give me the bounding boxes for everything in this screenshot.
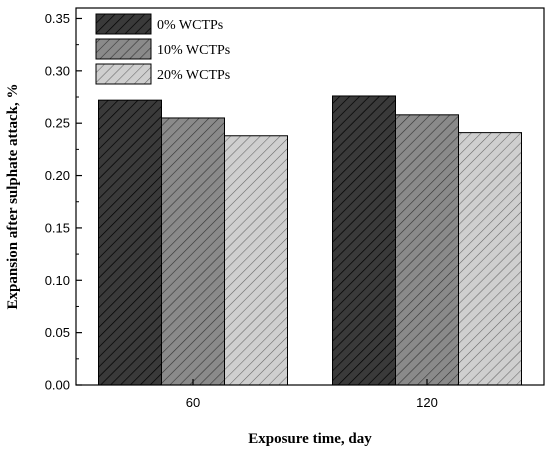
legend-label: 10% WCTPs	[157, 43, 230, 58]
y-tick-label: 0.25	[45, 116, 70, 131]
bar	[332, 95, 396, 386]
y-tick-label: 0.10	[45, 273, 70, 288]
x-axis-title: Exposure time, day	[248, 431, 372, 447]
y-axis-title: Expansion after sulphate attack, %	[5, 84, 21, 310]
bar	[224, 135, 288, 386]
legend-swatch	[95, 38, 152, 60]
x-tick-label: 120	[416, 395, 438, 410]
legend-label: 0% WCTPs	[157, 18, 223, 33]
legend-swatch	[95, 13, 152, 35]
plot-frame	[75, 7, 545, 386]
legend: 0% WCTPs 10% WCTPs 20% WCTPs	[95, 13, 230, 85]
x-axis: 60 120	[186, 379, 438, 410]
bar	[458, 132, 522, 386]
bars-group	[98, 95, 522, 386]
y-tick-label: 0.15	[45, 220, 70, 235]
y-tick-label: 0.35	[45, 11, 70, 26]
y-tick-label: 0.05	[45, 325, 70, 340]
bar	[395, 114, 459, 386]
y-tick-label: 0.20	[45, 168, 70, 183]
x-tick-label: 60	[186, 395, 200, 410]
y-tick-label: 0.30	[45, 63, 70, 78]
y-axis: 0.00 0.05 0.10 0.15 0.20 0.25 0.30 0.35	[45, 11, 82, 393]
legend-swatch	[95, 63, 152, 85]
bar	[161, 117, 225, 386]
legend-label: 20% WCTPs	[157, 68, 230, 83]
bar	[98, 99, 162, 386]
y-tick-label: 0.00	[45, 378, 70, 393]
